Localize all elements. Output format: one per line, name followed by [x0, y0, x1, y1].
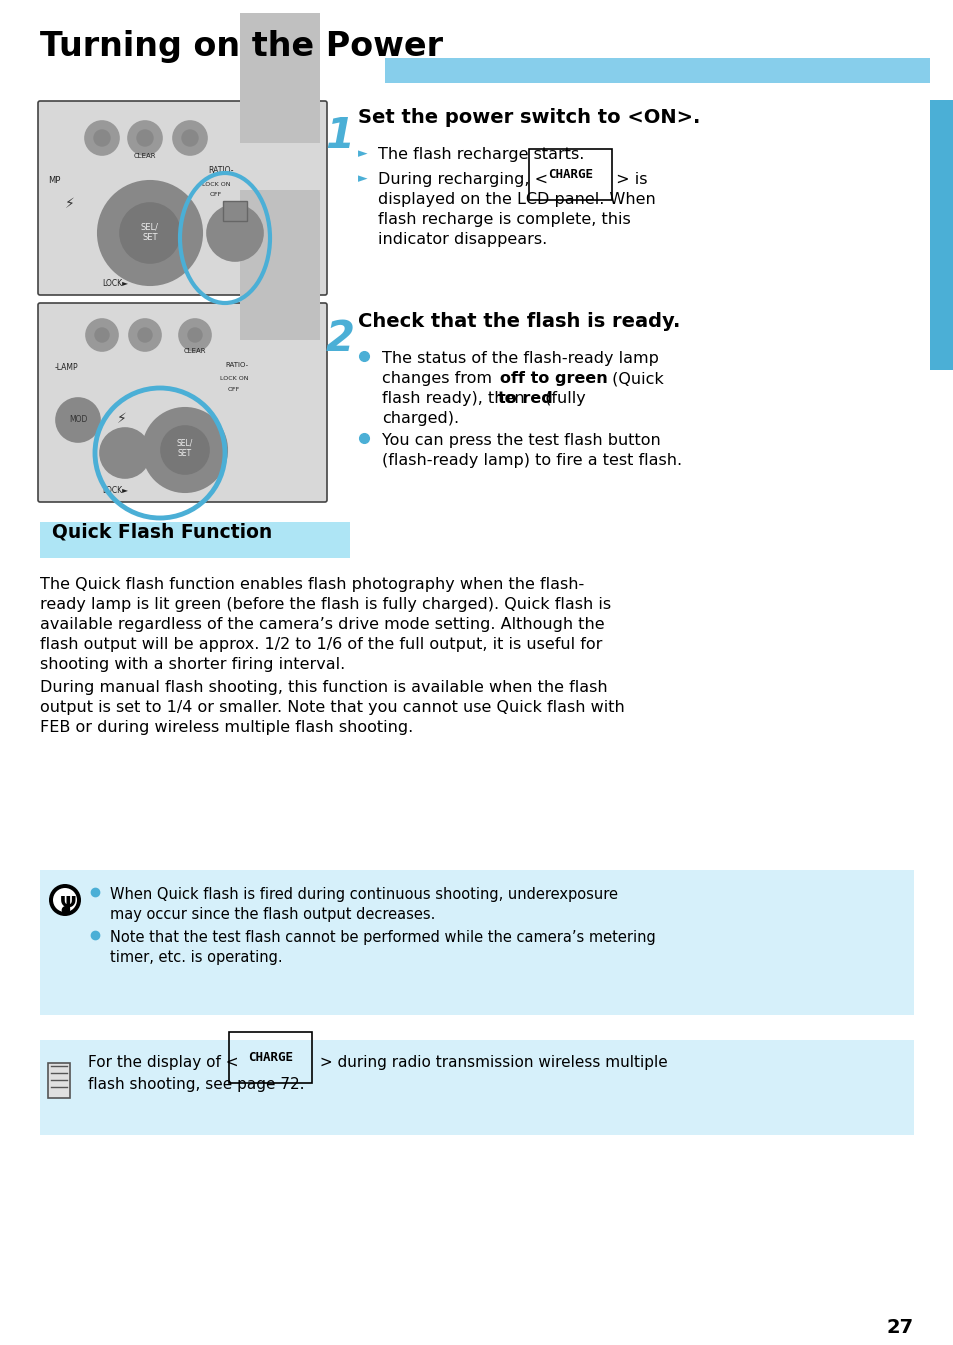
Text: changes from: changes from [381, 371, 497, 386]
Text: During manual flash shooting, this function is available when the flash: During manual flash shooting, this funct… [40, 681, 607, 695]
Circle shape [53, 888, 77, 912]
Bar [240, 13, 319, 143]
Text: > is: > is [610, 172, 647, 187]
Text: CLEAR: CLEAR [184, 348, 206, 354]
Text: For the display of <: For the display of < [88, 1054, 243, 1071]
Text: output is set to 1/4 or smaller. Note that you cannot use Quick flash with: output is set to 1/4 or smaller. Note th… [40, 699, 624, 716]
Text: ⚡: ⚡ [117, 412, 127, 426]
Text: CHARGE: CHARGE [547, 168, 593, 182]
Text: ready lamp is lit green (before the flash is fully charged). Quick flash is: ready lamp is lit green (before the flas… [40, 597, 611, 612]
Text: MP: MP [48, 176, 60, 186]
Text: Set the power switch to <ON>.: Set the power switch to <ON>. [357, 108, 700, 126]
Text: flash recharge is complete, this: flash recharge is complete, this [377, 213, 630, 227]
Circle shape [172, 121, 207, 155]
Text: Turning on the Power: Turning on the Power [40, 30, 442, 63]
Text: OFF: OFF [228, 387, 240, 391]
Text: ●: ● [60, 905, 70, 915]
Bar [40, 1040, 913, 1135]
Text: indicator disappears.: indicator disappears. [377, 231, 547, 247]
Circle shape [120, 203, 180, 264]
Text: You can press the test flash button: You can press the test flash button [381, 433, 660, 448]
Circle shape [161, 426, 209, 473]
Bar [223, 200, 247, 221]
Text: Ψ: Ψ [60, 894, 76, 915]
Circle shape [182, 130, 198, 147]
Bar [40, 870, 913, 1015]
Circle shape [207, 204, 263, 261]
Text: ⚡: ⚡ [65, 196, 74, 211]
Text: RATIO-: RATIO- [208, 165, 233, 175]
Text: flash output will be approx. 1/2 to 1/6 of the full output, it is useful for: flash output will be approx. 1/2 to 1/6 … [40, 638, 601, 652]
Text: LOCK►: LOCK► [102, 278, 128, 288]
Circle shape [95, 328, 109, 342]
Text: SEL/: SEL/ [176, 438, 193, 448]
Text: 2: 2 [325, 317, 355, 360]
Text: SEL/: SEL/ [141, 222, 159, 231]
FancyBboxPatch shape [48, 1063, 70, 1098]
Text: timer, etc. is operating.: timer, etc. is operating. [110, 950, 282, 964]
Circle shape [94, 130, 110, 147]
Text: The status of the flash-ready lamp: The status of the flash-ready lamp [381, 351, 659, 366]
Text: (fully: (fully [539, 391, 585, 406]
Text: SET: SET [178, 449, 192, 459]
Circle shape [98, 182, 202, 285]
Text: When Quick flash is fired during continuous shooting, underexposure: When Quick flash is fired during continu… [110, 886, 618, 902]
Circle shape [100, 428, 150, 477]
Text: ►: ► [357, 172, 367, 186]
Text: The Quick flash function enables flash photography when the flash-: The Quick flash function enables flash p… [40, 577, 583, 592]
Text: off to green: off to green [499, 371, 607, 386]
Circle shape [138, 328, 152, 342]
Text: -LAMP: -LAMP [55, 363, 78, 373]
Circle shape [85, 121, 119, 155]
Text: flash ready), then: flash ready), then [381, 391, 529, 406]
Circle shape [56, 398, 100, 443]
Text: The flash recharge starts.: The flash recharge starts. [377, 147, 584, 161]
Circle shape [49, 884, 81, 916]
Text: MOD: MOD [69, 416, 87, 424]
Bar [40, 522, 350, 558]
Text: 27: 27 [886, 1318, 913, 1337]
Text: flash shooting, see page 72.: flash shooting, see page 72. [88, 1077, 304, 1092]
Circle shape [179, 319, 211, 351]
Text: CLEAR: CLEAR [133, 153, 156, 159]
Text: CHARGE: CHARGE [248, 1050, 293, 1064]
Text: 1: 1 [325, 116, 355, 157]
Text: LOCK►: LOCK► [102, 486, 128, 495]
Circle shape [137, 130, 152, 147]
Text: displayed on the LCD panel. When: displayed on the LCD panel. When [377, 192, 655, 207]
Text: LOCK ON: LOCK ON [220, 377, 248, 381]
Text: FEB or during wireless multiple flash shooting.: FEB or during wireless multiple flash sh… [40, 720, 413, 734]
Text: (flash-ready lamp) to fire a test flash.: (flash-ready lamp) to fire a test flash. [381, 453, 681, 468]
Circle shape [128, 121, 162, 155]
Text: Quick Flash Function: Quick Flash Function [52, 522, 272, 541]
Bar [929, 100, 953, 370]
FancyBboxPatch shape [38, 303, 327, 502]
Text: > during radio transmission wireless multiple: > during radio transmission wireless mul… [314, 1054, 667, 1071]
Text: RATIO-: RATIO- [225, 362, 248, 369]
Text: OFF: OFF [210, 192, 222, 196]
Circle shape [129, 319, 161, 351]
Bar [385, 58, 929, 83]
Text: to red: to red [497, 391, 552, 406]
Text: shooting with a shorter firing interval.: shooting with a shorter firing interval. [40, 656, 345, 672]
Text: Note that the test flash cannot be performed while the camera’s metering: Note that the test flash cannot be perfo… [110, 929, 655, 946]
FancyBboxPatch shape [38, 101, 327, 295]
Circle shape [188, 328, 202, 342]
Circle shape [86, 319, 118, 351]
Text: Check that the flash is ready.: Check that the flash is ready. [357, 312, 679, 331]
Text: available regardless of the camera’s drive mode setting. Although the: available regardless of the camera’s dri… [40, 617, 604, 632]
Text: LOCK ON: LOCK ON [202, 182, 231, 187]
Text: ►: ► [357, 147, 367, 160]
Text: (Quick: (Quick [606, 371, 663, 386]
Text: charged).: charged). [381, 412, 458, 426]
Text: SET: SET [142, 233, 157, 242]
Text: may occur since the flash output decreases.: may occur since the flash output decreas… [110, 907, 435, 923]
Text: During recharging, <: During recharging, < [377, 172, 553, 187]
Bar [240, 190, 319, 340]
Circle shape [143, 408, 227, 492]
